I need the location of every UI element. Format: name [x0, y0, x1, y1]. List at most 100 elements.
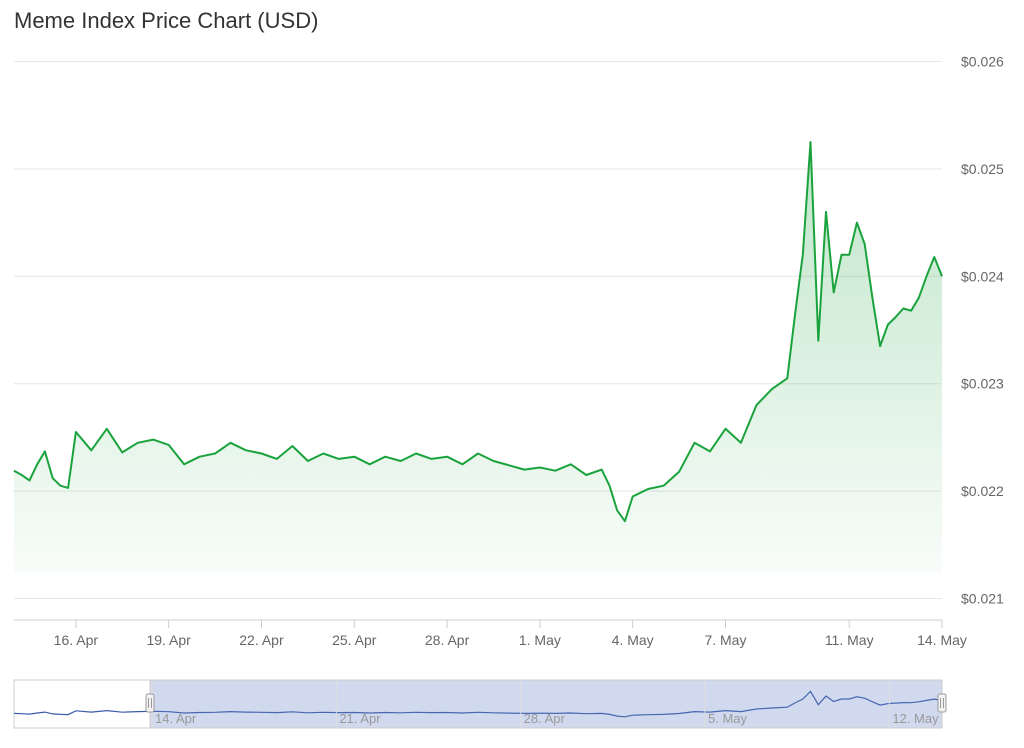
price-point[interactable] — [122, 452, 123, 453]
price-point[interactable] — [230, 442, 231, 443]
price-point[interactable] — [60, 485, 61, 486]
price-point[interactable] — [168, 444, 169, 445]
price-point[interactable] — [21, 474, 22, 475]
price-point[interactable] — [787, 378, 788, 379]
price-point[interactable] — [29, 480, 30, 481]
price-line[interactable] — [13, 141, 943, 523]
price-point[interactable] — [307, 460, 308, 461]
x-tick-label: 14. May — [917, 632, 967, 648]
price-point[interactable] — [13, 470, 14, 471]
price-point[interactable] — [895, 317, 896, 318]
price-point[interactable] — [934, 256, 935, 257]
price-point[interactable] — [137, 442, 138, 443]
x-axis: 16. Apr 19. Apr 22. Apr 25. Apr 28. Apr 1. Ma… — [14, 619, 967, 648]
navigator-tick-label: 21. Apr — [339, 711, 381, 726]
price-point[interactable] — [555, 470, 556, 471]
price-point[interactable] — [849, 254, 850, 255]
price-point[interactable] — [609, 485, 610, 486]
price-point[interactable] — [624, 521, 625, 522]
price-point[interactable] — [802, 254, 803, 255]
x-tick-label: 11. May — [825, 632, 874, 648]
price-point[interactable] — [354, 456, 355, 457]
price-point[interactable] — [880, 346, 881, 347]
price-point[interactable] — [539, 467, 540, 468]
price-point[interactable] — [52, 478, 53, 479]
navigator-handle-right[interactable] — [937, 693, 947, 713]
price-point[interactable] — [400, 460, 401, 461]
price-point[interactable] — [462, 464, 463, 465]
price-point[interactable] — [617, 510, 618, 511]
price-point[interactable] — [570, 464, 571, 465]
price-point[interactable] — [679, 471, 680, 472]
price-point[interactable] — [508, 465, 509, 466]
price-point[interactable] — [292, 445, 293, 446]
price-point[interactable] — [385, 456, 386, 457]
price-point[interactable] — [215, 453, 216, 454]
price-point[interactable] — [601, 469, 602, 470]
price-point[interactable] — [447, 456, 448, 457]
y-tick-label: $0.025 — [961, 161, 1004, 177]
price-point[interactable] — [261, 453, 262, 454]
price-point[interactable] — [369, 464, 370, 465]
navigator-selection[interactable] — [149, 679, 943, 729]
price-point[interactable] — [586, 474, 587, 475]
price-point[interactable] — [663, 485, 664, 486]
price-point[interactable] — [864, 244, 865, 245]
price-point[interactable] — [941, 276, 942, 277]
y-axis: $0.026 $0.025 $0.024 $0.023 $0.022 $0.021 — [961, 53, 1004, 606]
price-point[interactable] — [184, 464, 185, 465]
navigator-tick-label: 12. May — [892, 711, 939, 726]
price-point[interactable] — [810, 141, 811, 142]
price-point[interactable] — [493, 460, 494, 461]
price-point[interactable] — [338, 458, 339, 459]
price-point[interactable] — [911, 310, 912, 311]
price-point[interactable] — [856, 222, 857, 223]
x-tick-label: 22. Apr — [239, 632, 284, 648]
price-point[interactable] — [37, 464, 38, 465]
price-point[interactable] — [44, 451, 45, 452]
price-point[interactable] — [795, 313, 796, 314]
grid-lines — [14, 60, 942, 600]
price-point[interactable] — [199, 456, 200, 457]
price-point[interactable] — [91, 450, 92, 451]
price-point[interactable] — [740, 442, 741, 443]
price-point[interactable] — [245, 450, 246, 451]
price-area-fill — [14, 142, 942, 572]
y-tick-label: $0.026 — [961, 53, 1004, 69]
price-point[interactable] — [872, 297, 873, 298]
price-point[interactable] — [648, 488, 649, 489]
price-point[interactable] — [632, 496, 633, 497]
price-point[interactable] — [524, 469, 525, 470]
x-tick-label: 25. Apr — [332, 632, 377, 648]
price-point[interactable] — [68, 487, 69, 488]
navigator-handle-left[interactable] — [145, 693, 155, 713]
price-point[interactable] — [887, 324, 888, 325]
price-point[interactable] — [825, 211, 826, 212]
price-point[interactable] — [153, 439, 154, 440]
price-point[interactable] — [818, 340, 819, 341]
navigator-tick-label: 5. May — [708, 711, 748, 726]
y-tick-label: $0.021 — [961, 591, 1004, 607]
x-tick-label: 16. Apr — [54, 632, 99, 648]
price-point[interactable] — [416, 453, 417, 454]
price-point[interactable] — [725, 428, 726, 429]
price-point[interactable] — [477, 453, 478, 454]
price-point[interactable] — [756, 405, 757, 406]
price-point[interactable] — [75, 431, 76, 432]
price-point[interactable] — [106, 428, 107, 429]
price-point[interactable] — [833, 292, 834, 293]
price-point[interactable] — [918, 297, 919, 298]
navigator[interactable]: 14. Apr 21. Apr 28. Apr 5. May 12. May — [13, 679, 947, 729]
y-tick-label: $0.022 — [961, 483, 1004, 499]
price-point[interactable] — [431, 458, 432, 459]
price-point[interactable] — [771, 389, 772, 390]
price-point[interactable] — [903, 308, 904, 309]
price-point[interactable] — [276, 458, 277, 459]
plot-area[interactable] — [13, 141, 943, 572]
price-point[interactable] — [841, 254, 842, 255]
price-point[interactable] — [323, 453, 324, 454]
price-point[interactable] — [694, 442, 695, 443]
price-point[interactable] — [926, 276, 927, 277]
price-point[interactable] — [709, 451, 710, 452]
